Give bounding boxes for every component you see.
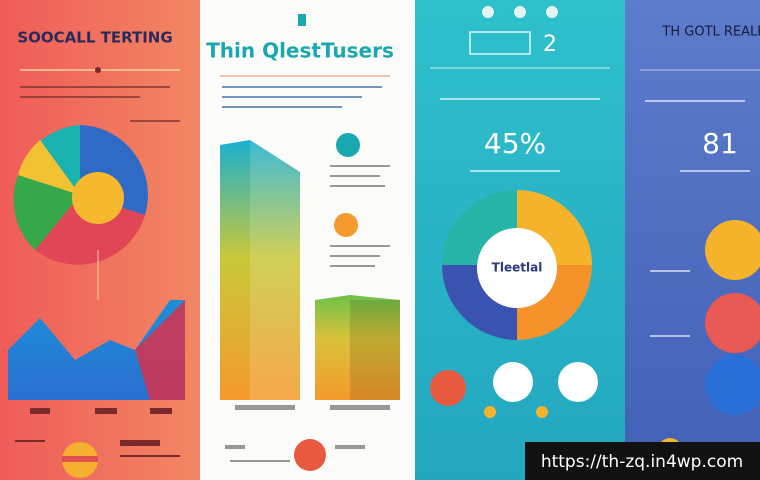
mountain-area (135, 300, 185, 400)
icon (294, 439, 326, 471)
icon (484, 406, 496, 418)
icon (62, 456, 98, 462)
panel-title: TH GOTL REALEIS (661, 25, 760, 40)
bar-face (220, 140, 250, 400)
circle-marker (705, 293, 760, 353)
icon (334, 213, 358, 237)
circle-marker (705, 220, 760, 280)
icon (469, 6, 558, 55)
stat: 45% (484, 127, 546, 160)
text-lines (222, 86, 382, 108)
circle-marker (705, 355, 760, 415)
panel-title: SOOCALL TERTING (17, 29, 172, 47)
text-lines (645, 100, 750, 337)
center-label: Tleetlal (492, 261, 543, 275)
pie-segment (18, 140, 80, 195)
panel-title: Thin QlestTusers (206, 39, 394, 63)
pie-center (72, 172, 124, 224)
text-lines (225, 165, 390, 462)
bar-face (250, 140, 300, 400)
text-lines (20, 86, 180, 122)
icon (558, 362, 598, 402)
watermark: https://th-zq.in4wp.com (541, 452, 743, 472)
stat: 81 (702, 127, 738, 160)
icon (493, 362, 533, 402)
mountain-area (8, 300, 185, 400)
dot (95, 67, 101, 73)
bar-face (315, 295, 400, 400)
pie-segment (13, 175, 81, 250)
icon (298, 14, 306, 26)
icon (430, 370, 466, 406)
panel-title: 2 (543, 32, 557, 57)
icon (336, 133, 360, 157)
text-lines (15, 408, 180, 457)
pie-center (477, 228, 557, 308)
icon (536, 406, 548, 418)
text-lines (440, 98, 600, 172)
bar-shade (350, 300, 400, 400)
watermark-bg (525, 442, 760, 480)
